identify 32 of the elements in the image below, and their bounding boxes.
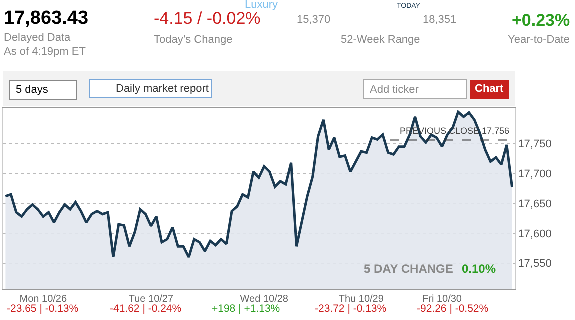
- annotation: 0.10%: [462, 262, 496, 276]
- x-tick-label: Thu 10/29: [338, 294, 384, 305]
- text: -92.26 | -0.52%: [417, 303, 489, 315]
- x-tick-label: Tue 10/27: [128, 294, 174, 305]
- y-tick-label: 17,700: [518, 168, 552, 181]
- text: -23.65 | -0.13%: [7, 303, 79, 315]
- text: -4.15 / -0.02%: [154, 9, 261, 28]
- text: 18,351: [423, 14, 457, 26]
- annotation: 5 DAY CHANGE: [364, 262, 454, 276]
- text: Daily market report: [116, 83, 209, 95]
- text: -23.72 | -0.13%: [315, 303, 387, 315]
- text: Delayed Data: [4, 32, 72, 44]
- x-tick-label: Mon 10/26: [20, 294, 68, 305]
- text: 15,370: [297, 14, 331, 26]
- text: Add ticker: [370, 84, 420, 96]
- text: +0.23%: [512, 11, 570, 30]
- y-tick-label: 17,750: [518, 138, 552, 151]
- x-tick-label: Fri 10/30: [422, 294, 462, 305]
- y-tick-label: 17,550: [518, 258, 552, 270]
- text: As of 4:19pm ET: [4, 46, 86, 58]
- text: 52-Week Range: [341, 34, 420, 46]
- text: Today’s Change: [154, 34, 233, 46]
- text: 5 days: [16, 84, 49, 96]
- text: 17,863.43: [4, 8, 89, 29]
- y-tick-label: 17,600: [518, 228, 552, 240]
- x-tick-label: Wed 10/28: [240, 294, 289, 305]
- text: Luxury: [245, 0, 279, 11]
- text: Year-to-Date: [508, 34, 570, 46]
- text: -41.62 | -0.24%: [110, 303, 182, 315]
- text: Chart: [475, 83, 504, 95]
- text: +198 | +1.13%: [212, 303, 280, 315]
- y-tick-label: 17,650: [518, 198, 552, 210]
